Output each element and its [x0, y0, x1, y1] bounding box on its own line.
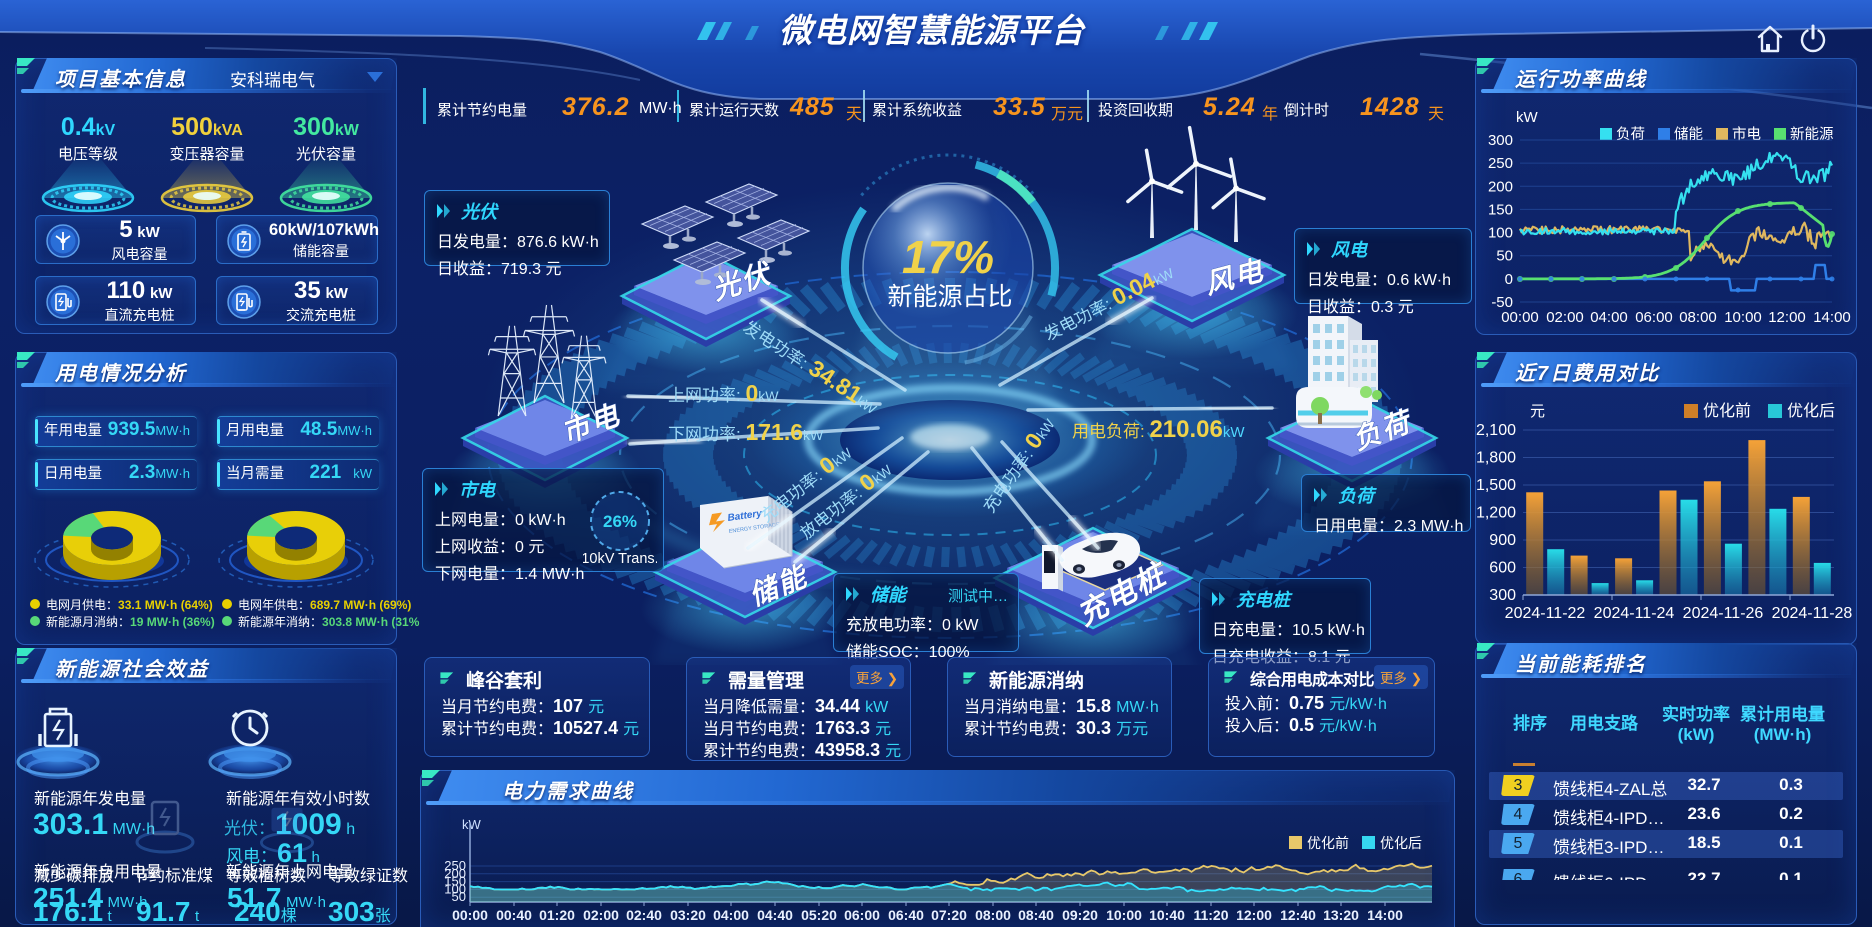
- svg-text:负荷: 负荷: [1616, 126, 1645, 143]
- svg-text:08:00: 08:00: [1679, 309, 1717, 326]
- svg-text:04:40: 04:40: [757, 907, 793, 923]
- svg-text:04:00: 04:00: [1590, 309, 1628, 326]
- svg-text:1,500: 1,500: [1476, 477, 1516, 494]
- svg-text:00:40: 00:40: [496, 907, 532, 923]
- svg-text:12:40: 12:40: [1280, 907, 1316, 923]
- svg-text:微电网智慧能源平台: 微电网智慧能源平台: [779, 12, 1086, 49]
- svg-text:优化后: 优化后: [1787, 402, 1835, 420]
- svg-text:10:00: 10:00: [1106, 907, 1142, 923]
- svg-text:下网功率: 171.6kW: 下网功率: 171.6kW: [668, 419, 824, 445]
- svg-text:02:40: 02:40: [626, 907, 662, 923]
- svg-text:13:20: 13:20: [1323, 907, 1359, 923]
- svg-text:02:00: 02:00: [1546, 309, 1584, 326]
- svg-text:1,800: 1,800: [1476, 450, 1516, 467]
- svg-text:2024-11-22: 2024-11-22: [1505, 605, 1586, 622]
- svg-text:11:20: 11:20: [1193, 907, 1228, 923]
- svg-text:新能源: 新能源: [1790, 126, 1834, 143]
- svg-text:08:40: 08:40: [1018, 907, 1054, 923]
- svg-text:09:20: 09:20: [1062, 907, 1098, 923]
- svg-text:01:20: 01:20: [539, 907, 575, 923]
- svg-text:优化前: 优化前: [1703, 402, 1751, 420]
- svg-text:50: 50: [452, 889, 466, 904]
- svg-text:风电: 风电: [1202, 254, 1268, 299]
- svg-text:200: 200: [444, 866, 466, 881]
- svg-text:kW: kW: [1516, 109, 1539, 126]
- svg-text:市电: 市电: [1732, 126, 1761, 143]
- svg-text:12:00: 12:00: [1768, 309, 1806, 326]
- svg-text:05:20: 05:20: [801, 907, 837, 923]
- svg-text:14:00: 14:00: [1813, 309, 1851, 326]
- svg-text:用电负荷: 210.06kW: 用电负荷: 210.06kW: [1072, 416, 1245, 443]
- svg-text:250: 250: [444, 858, 466, 873]
- svg-text:2024-11-26: 2024-11-26: [1683, 605, 1764, 622]
- svg-text:kW: kW: [462, 817, 482, 832]
- svg-text:26%: 26%: [603, 512, 637, 531]
- svg-text:00:00: 00:00: [452, 907, 488, 923]
- svg-text:17%: 17%: [902, 231, 994, 283]
- svg-text:250: 250: [1488, 155, 1513, 172]
- svg-text:10:00: 10:00: [1724, 309, 1762, 326]
- svg-text:00:00: 00:00: [1501, 309, 1539, 326]
- svg-text:04:00: 04:00: [713, 907, 749, 923]
- svg-text:10kV Trans.: 10kV Trans.: [583, 551, 657, 567]
- svg-text:02:00: 02:00: [583, 907, 619, 923]
- svg-text:Battery: Battery: [727, 508, 763, 524]
- svg-text:03:20: 03:20: [670, 907, 706, 923]
- svg-text:600: 600: [1489, 560, 1516, 577]
- svg-text:2024-11-28: 2024-11-28: [1772, 605, 1853, 622]
- svg-text:900: 900: [1489, 532, 1516, 549]
- svg-text:06:00: 06:00: [1635, 309, 1673, 326]
- svg-text:0: 0: [1505, 271, 1513, 288]
- svg-text:07:20: 07:20: [931, 907, 967, 923]
- svg-text:300: 300: [1488, 132, 1513, 149]
- svg-text:储能: 储能: [1674, 126, 1703, 143]
- svg-text:上网功率: 0kW: 上网功率: 0kW: [668, 380, 779, 406]
- svg-text:150: 150: [1488, 201, 1513, 218]
- svg-text:06:00: 06:00: [844, 907, 880, 923]
- svg-text:150: 150: [444, 874, 466, 889]
- svg-text:06:40: 06:40: [888, 907, 924, 923]
- svg-text:14:00: 14:00: [1367, 907, 1403, 923]
- svg-text:2,100: 2,100: [1476, 422, 1516, 439]
- svg-text:-50: -50: [1491, 294, 1513, 311]
- svg-text:优化前: 优化前: [1307, 835, 1349, 851]
- svg-text:12:00: 12:00: [1236, 907, 1272, 923]
- svg-text:08:00: 08:00: [975, 907, 1011, 923]
- svg-text:200: 200: [1488, 178, 1513, 195]
- svg-text:100: 100: [1488, 225, 1513, 242]
- svg-text:新能源占比: 新能源占比: [887, 283, 1012, 311]
- svg-text:优化后: 优化后: [1380, 835, 1422, 851]
- svg-text:100: 100: [444, 881, 466, 896]
- svg-text:元: 元: [1530, 403, 1545, 420]
- svg-text:50: 50: [1496, 248, 1513, 265]
- svg-text:2024-11-24: 2024-11-24: [1594, 605, 1675, 622]
- svg-text:10:40: 10:40: [1149, 907, 1185, 923]
- svg-text:300: 300: [1489, 587, 1516, 604]
- svg-text:1,200: 1,200: [1476, 505, 1516, 522]
